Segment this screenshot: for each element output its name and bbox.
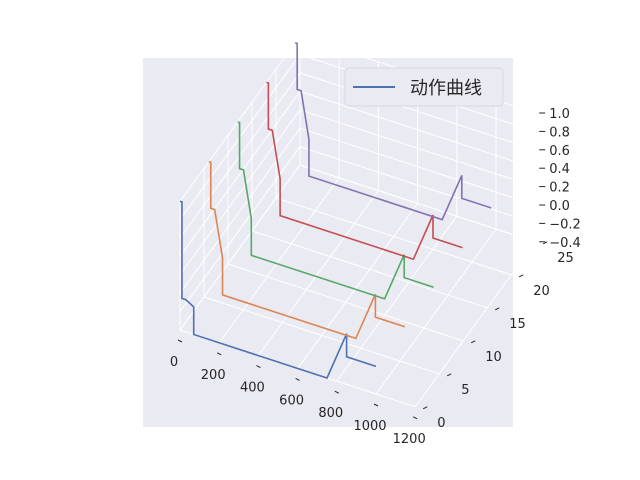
series-line-1: [208, 160, 406, 340]
series-lines: [179, 42, 492, 379]
y-tick-label: 0: [437, 416, 445, 431]
back-grid-z: [299, 72, 536, 151]
side-grid-z: [179, 109, 301, 276]
y-tick: [422, 406, 428, 410]
x-tick: [412, 416, 418, 420]
floor-grid-x: [375, 228, 497, 395]
floor-grid-x: [336, 215, 458, 382]
floor-grid-y: [251, 230, 488, 309]
y-tick: [446, 373, 452, 377]
x-tick-label: 400: [240, 381, 265, 396]
y-tick: [518, 274, 524, 278]
back-grid-z: [299, 146, 536, 224]
z-tick-label: −0.4: [549, 236, 581, 251]
x-tick-label: 1000: [353, 419, 386, 434]
x-tick: [373, 403, 379, 407]
z-tick-label: 0.2: [549, 181, 570, 196]
grid-lines: [179, 35, 536, 408]
floor-grid-x: [218, 177, 340, 344]
x-tick-label: 800: [318, 406, 343, 421]
floor-grid-y: [275, 197, 512, 276]
y-tick-label: 5: [461, 383, 469, 398]
y-tick: [494, 307, 500, 311]
z-tick-label: 0.0: [549, 199, 570, 214]
back-grid-z: [299, 164, 536, 243]
x-tick-label: 200: [201, 368, 226, 383]
floor-grid-x: [257, 190, 379, 356]
side-grid-z: [179, 91, 301, 257]
series-line-3: [266, 81, 463, 261]
back-grid-z: [299, 90, 536, 169]
y-tick-label: 15: [509, 317, 526, 332]
x-tick: [295, 377, 300, 381]
z-tick-label: 0.6: [549, 144, 570, 159]
x-tick: [177, 339, 183, 343]
back-grid-z: [299, 109, 536, 188]
x-tick-label: 600: [279, 393, 304, 408]
x-tick-label: 0: [170, 355, 178, 370]
z-tick-label: 1.0: [549, 107, 570, 122]
tick-marks: [177, 112, 548, 420]
legend-box: [344, 67, 504, 107]
axes-background: [143, 58, 513, 427]
y-tick-label: 20: [533, 284, 550, 299]
z-tick-label: −0.2: [549, 217, 581, 232]
back-grid-z: [299, 127, 536, 206]
x-tick: [216, 352, 222, 356]
floor-grid-y: [203, 296, 440, 375]
z-tick-label: 0.8: [549, 125, 570, 140]
side-grid-z: [179, 35, 301, 202]
floor-grid-y: [227, 263, 464, 342]
side-grid-z: [179, 127, 301, 294]
x-tick: [334, 390, 340, 394]
series-line-4: [294, 42, 492, 221]
y-tick-label: 25: [557, 251, 574, 266]
series-line-0: [179, 200, 377, 379]
floor-grid-x: [414, 241, 536, 408]
y-tick: [470, 340, 476, 344]
series-line-2: [237, 121, 434, 300]
legend: 动作曲线: [344, 67, 504, 107]
z-tick-label: 0.4: [549, 162, 570, 177]
y-tick-label: 10: [485, 350, 502, 365]
y-tick: [542, 241, 548, 245]
x-tick-label: 1200: [393, 432, 426, 447]
x-tick: [256, 365, 261, 369]
legend-label: 动作曲线: [410, 78, 482, 99]
tick-labels: 0 200 400 600 800 1000 1200 0 5 10 15 20 25−0.4 −0.2 0…: [170, 107, 581, 447]
floor-grid-x: [297, 203, 419, 369]
